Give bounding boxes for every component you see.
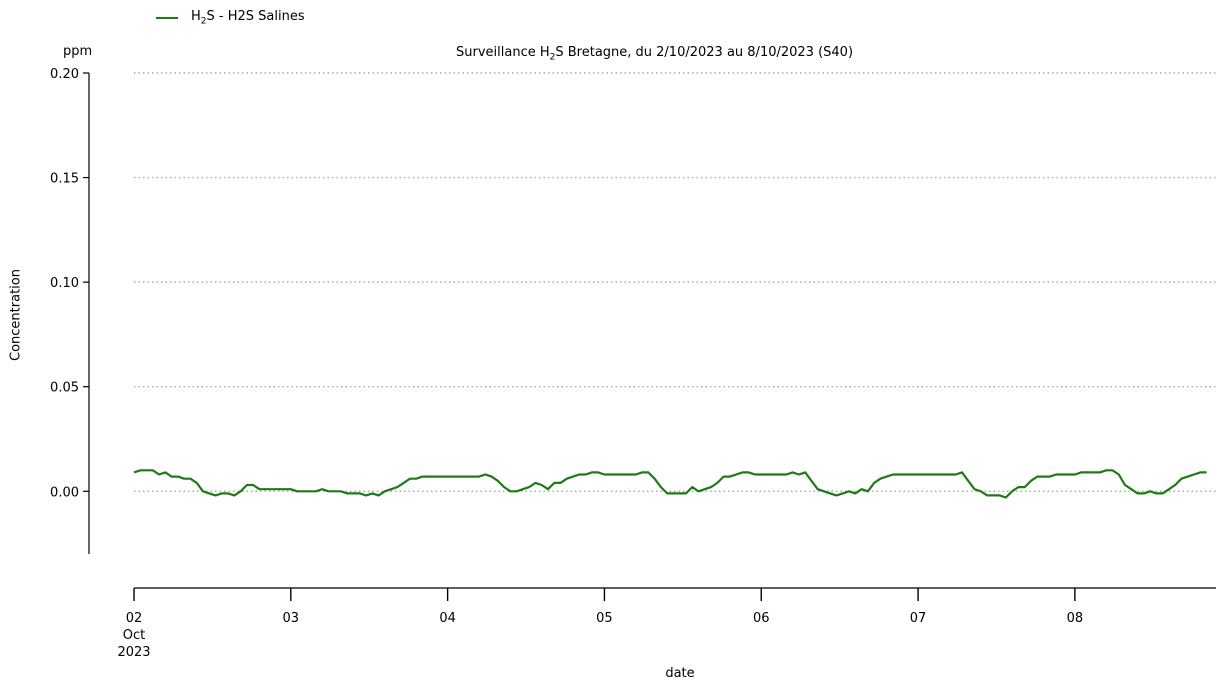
chart-title: Surveillance H2S Bretagne, du 2/10/2023 … <box>456 45 854 63</box>
x-tick-label: 02 <box>126 611 143 626</box>
legend-label: H2S - H2S Salines <box>191 9 305 27</box>
y-tick-label: 0.10 <box>50 276 79 291</box>
y-tick-label: 0.00 <box>50 485 79 500</box>
x-tick-sublabel: Oct <box>123 628 145 643</box>
y-tick-label: 0.20 <box>50 67 79 82</box>
x-tick-label: 05 <box>596 611 613 626</box>
x-tick-label: 03 <box>283 611 300 626</box>
y-axis: 0.00 0.05 0.10 0.15 0.20 <box>50 67 90 554</box>
x-tick-label: 07 <box>910 611 927 626</box>
x-tick-label: 04 <box>439 611 456 626</box>
legend-swatch <box>156 16 178 19</box>
y-axis-label: Concentration <box>8 269 24 361</box>
x-tick-label: 06 <box>753 611 770 626</box>
y-tick-label: 0.15 <box>50 172 79 187</box>
x-tick-sublabel: 2023 <box>117 645 150 660</box>
grid-lines <box>134 72 1216 492</box>
y-unit-label: ppm <box>63 44 93 59</box>
x-tick-label: 08 <box>1067 611 1084 626</box>
x-axis: 02 Oct 2023 03 04 05 06 07 08 <box>117 587 1216 660</box>
series-group <box>133 469 1207 499</box>
legend: H2S - H2S Salines <box>156 9 305 27</box>
x-axis-label: date <box>665 666 695 681</box>
y-tick-label: 0.05 <box>50 381 79 396</box>
series-line <box>133 469 1207 499</box>
